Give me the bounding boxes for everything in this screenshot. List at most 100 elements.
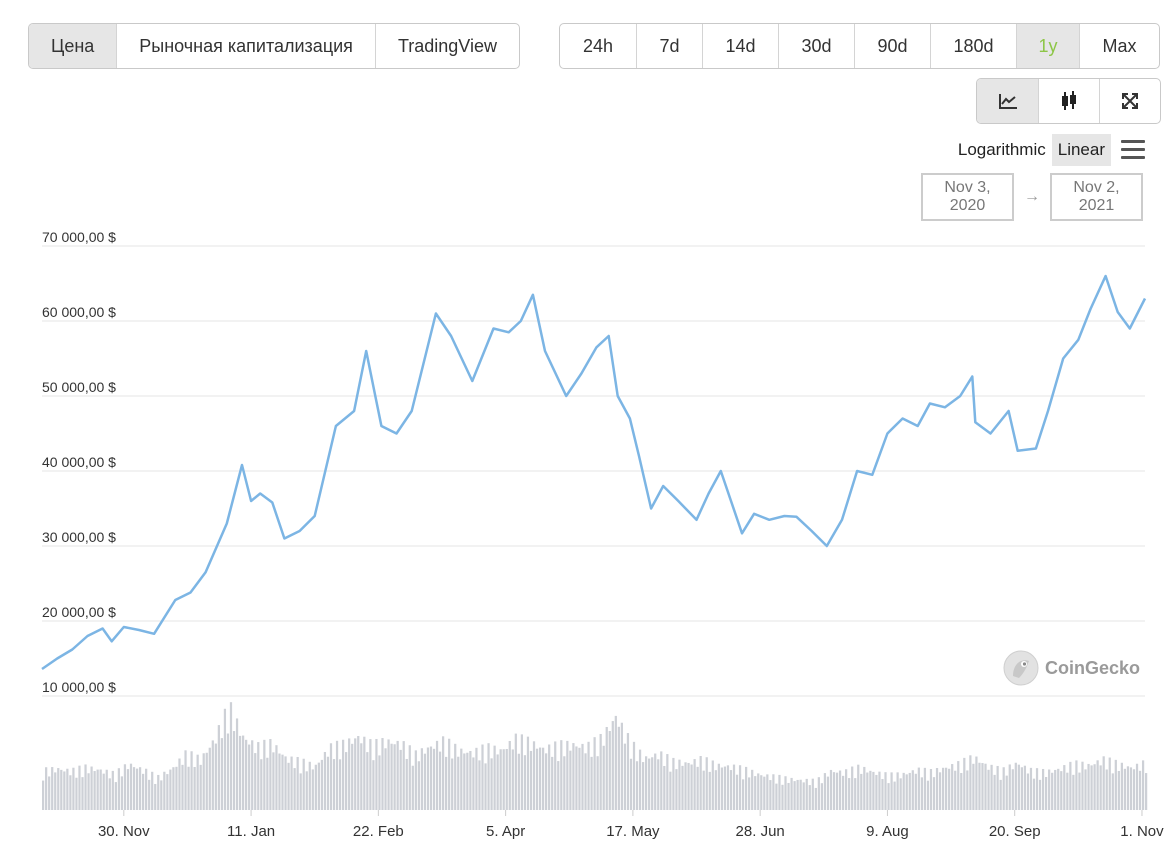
volume-bar — [963, 757, 966, 810]
volume-bar — [814, 787, 817, 810]
volume-bar — [475, 747, 478, 810]
tab-price[interactable]: Цена — [29, 24, 117, 68]
volume-bar — [908, 772, 911, 810]
x-tick-label: 9. Aug — [866, 823, 909, 840]
volume-bar — [793, 781, 796, 810]
volume-bar — [420, 748, 424, 810]
volume-bar — [326, 756, 330, 810]
volume-bar — [348, 738, 351, 810]
volume-bar — [563, 756, 566, 810]
volume-bar — [60, 769, 63, 810]
y-tick-label: 60 000,00 $ — [42, 304, 116, 320]
volume-bar — [126, 769, 130, 810]
range-90d-button[interactable]: 90d — [854, 24, 930, 68]
volume-bar — [541, 747, 545, 810]
volume-bar — [275, 745, 278, 810]
volume-bar — [538, 747, 542, 810]
volume-bar — [605, 726, 608, 810]
range-7d-button[interactable]: 7d — [636, 24, 702, 68]
volume-bar — [1023, 765, 1027, 810]
hamburger-menu-icon[interactable] — [1121, 140, 1145, 160]
volume-bar — [881, 779, 884, 810]
volume-bar — [293, 768, 296, 810]
volume-bar — [414, 750, 417, 810]
volume-bar — [1093, 764, 1096, 810]
volume-bar — [714, 770, 717, 810]
volume-bar — [896, 772, 899, 810]
volume-bar — [1017, 764, 1020, 810]
volume-bar — [575, 746, 578, 810]
line-chart-button[interactable] — [977, 79, 1038, 123]
volume-bar — [681, 765, 684, 810]
range-14d-button[interactable]: 14d — [702, 24, 778, 68]
range-max-button[interactable]: Max — [1079, 24, 1159, 68]
date-from-input[interactable]: Nov 3, 2020 — [921, 173, 1014, 221]
volume-bar — [369, 739, 372, 810]
volume-bar — [696, 766, 699, 810]
volume-bar — [854, 778, 857, 810]
candlestick-button[interactable] — [1038, 79, 1099, 123]
volume-bar — [941, 767, 945, 810]
volume-bar — [190, 751, 193, 810]
y-tick-label: 50 000,00 $ — [42, 379, 116, 395]
range-180d-button[interactable]: 180d — [930, 24, 1016, 68]
volume-bar — [584, 753, 587, 810]
tab-tradingview[interactable]: TradingView — [374, 24, 519, 68]
volume-bar — [84, 764, 87, 810]
volume-bar — [466, 752, 469, 810]
volume-bar — [557, 761, 560, 810]
volume-bar — [899, 778, 902, 810]
volume-bar — [151, 771, 154, 810]
volume-bar — [238, 735, 242, 810]
volume-bar — [363, 736, 366, 810]
volume-bar — [523, 755, 527, 810]
volume-bar — [78, 765, 81, 810]
volume-bar — [332, 759, 336, 810]
range-24h-button[interactable]: 24h — [582, 35, 614, 56]
volume-bar — [81, 777, 84, 810]
volume-bar — [690, 764, 693, 810]
volume-bar — [145, 768, 148, 810]
volume-bar — [457, 756, 460, 810]
volume-bar — [454, 743, 457, 810]
range-1y-button[interactable]: 1y — [1016, 24, 1079, 68]
volume-bar — [245, 739, 248, 810]
volume-bar — [317, 762, 320, 810]
volume-bar — [54, 772, 57, 810]
volume-bar — [511, 749, 514, 810]
volume-bar — [617, 726, 620, 810]
volume-bar — [187, 766, 190, 810]
x-tick-label: 5. Apr — [486, 823, 525, 840]
volume-bar — [790, 777, 793, 810]
range-30d-button[interactable]: 30d — [778, 24, 854, 68]
volume-bar — [196, 754, 199, 810]
volume-bar — [875, 774, 878, 810]
date-to-input[interactable]: Nov 2, 2021 — [1050, 173, 1143, 221]
volume-bar — [572, 743, 575, 810]
volume-bar — [220, 738, 224, 810]
volume-bar — [984, 763, 987, 810]
volume-bar — [829, 769, 833, 810]
volume-bar — [926, 780, 930, 810]
volume-bar — [48, 776, 51, 810]
volume-bar — [838, 770, 842, 810]
volume-bar — [129, 763, 133, 810]
volume-bar — [205, 752, 208, 810]
volume-bar — [1051, 772, 1054, 810]
fullscreen-button[interactable] — [1099, 79, 1160, 123]
x-tick-label: 28. Jun — [736, 823, 785, 840]
logarithmic-scale-option[interactable]: Logarithmic — [957, 140, 1046, 159]
tab-market-cap[interactable]: Рыночная капитализация — [116, 24, 375, 68]
volume-bar — [1029, 767, 1033, 810]
linear-scale-option[interactable]: Linear — [1051, 134, 1111, 166]
volume-bar — [960, 773, 963, 810]
volume-bar — [384, 748, 387, 810]
volume-bar — [469, 750, 472, 810]
volume-bar — [463, 753, 466, 810]
volume-bar — [835, 772, 839, 810]
volume-bar — [857, 764, 860, 810]
volume-bar — [1114, 759, 1117, 810]
volume-bar — [508, 740, 511, 810]
volume-bar — [726, 765, 730, 810]
volume-bar — [1002, 767, 1005, 810]
